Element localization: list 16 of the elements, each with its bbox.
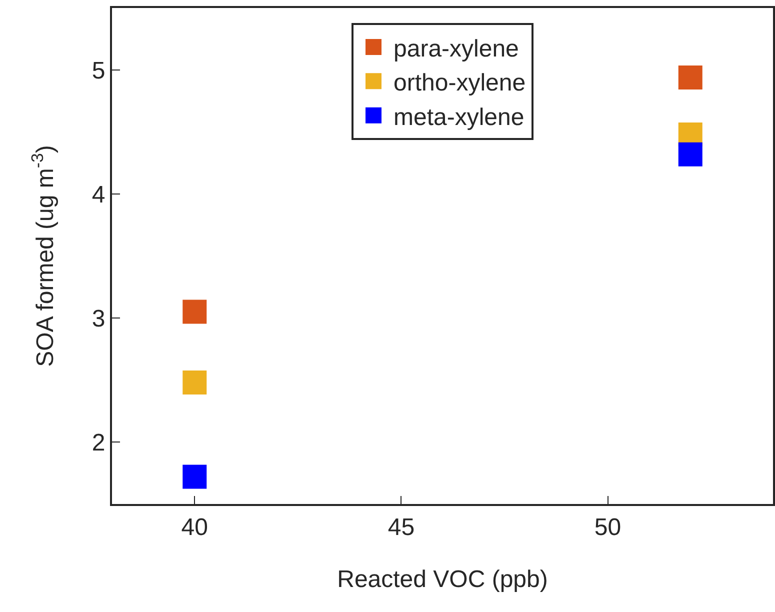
y-tick-label: 5 xyxy=(92,57,106,84)
y-tick-label: 3 xyxy=(92,305,106,332)
x-tick-label: 50 xyxy=(594,514,622,541)
x-axis-title: Reacted VOC (ppb) xyxy=(337,566,548,593)
legend-label: ortho-xylene xyxy=(394,70,526,97)
point xyxy=(678,65,702,90)
x-tick-label: 40 xyxy=(181,514,208,541)
point xyxy=(182,370,207,394)
point xyxy=(182,464,207,489)
point xyxy=(678,142,702,166)
y-tick-label: 4 xyxy=(92,181,106,208)
legend-label: para-xylene xyxy=(394,35,519,62)
y-tick-label: 2 xyxy=(92,429,106,456)
point xyxy=(182,300,207,324)
x-tick-label: 45 xyxy=(388,514,415,541)
legend-label: meta-xylene xyxy=(394,104,524,131)
